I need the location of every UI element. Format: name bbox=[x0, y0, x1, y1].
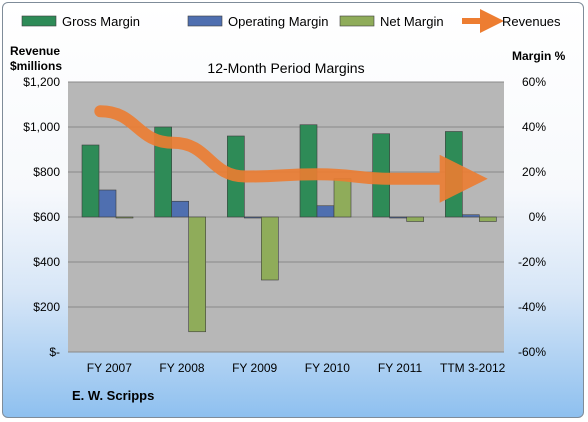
right-axis-ticks: -60% -40% -20% 0% 20% 40% 60% bbox=[518, 75, 546, 359]
bar-net-margin bbox=[479, 216, 497, 222]
category-label: FY 2007 bbox=[87, 361, 132, 375]
legend-label-net-margin: Net Margin bbox=[380, 14, 444, 29]
bar-operating-margin bbox=[244, 216, 262, 219]
bar-operating-margin bbox=[389, 216, 407, 219]
left-axis-ticks: $- $200 $400 $600 $800 $1,000 $1,200 bbox=[23, 75, 60, 359]
category-label: FY 2009 bbox=[232, 361, 277, 375]
bar-operating-margin bbox=[316, 205, 335, 218]
left-axis-title-unit: $millions bbox=[10, 59, 62, 73]
right-tick-label: -20% bbox=[518, 255, 546, 269]
legend-label-revenues: Revenues bbox=[502, 14, 561, 29]
left-tick-label: $1,000 bbox=[23, 120, 60, 134]
category-label: TTM 3-2012 bbox=[440, 361, 506, 375]
category-label: FY 2010 bbox=[305, 361, 350, 375]
revenue-line-path bbox=[94, 105, 488, 203]
chart-title: 12-Month Period Margins bbox=[207, 60, 364, 76]
legend-swatch-operating-margin bbox=[187, 15, 223, 27]
gridlines bbox=[68, 81, 504, 353]
right-axis-title: Margin % bbox=[512, 49, 566, 63]
bar-gross-margin bbox=[81, 144, 100, 218]
right-tick-label: 60% bbox=[522, 75, 546, 89]
bar-net-margin bbox=[261, 216, 279, 281]
left-tick-label: $- bbox=[49, 345, 60, 359]
category-label: FY 2008 bbox=[159, 361, 204, 375]
legend-label-gross-margin: Gross Margin bbox=[62, 14, 140, 29]
category-label: FY 2011 bbox=[378, 361, 423, 375]
bar-operating-margin bbox=[171, 200, 189, 218]
left-tick-label: $800 bbox=[33, 165, 60, 179]
bar-net-margin bbox=[188, 216, 206, 333]
bars bbox=[81, 124, 497, 333]
legend-label-operating-margin: Operating Margin bbox=[228, 14, 328, 29]
legend: Gross Margin Operating Margin Net Margin Re… bbox=[21, 9, 561, 33]
right-tick-label: -60% bbox=[518, 345, 546, 359]
bar-net-margin bbox=[333, 178, 352, 218]
bar-net-margin bbox=[115, 216, 134, 219]
right-tick-label: 40% bbox=[522, 120, 546, 134]
left-tick-label: $600 bbox=[33, 210, 60, 224]
bar-operating-margin bbox=[98, 189, 117, 218]
bar-operating-margin bbox=[462, 214, 480, 218]
left-tick-label: $400 bbox=[33, 255, 60, 269]
bar-gross-margin bbox=[154, 126, 172, 218]
revenue-line bbox=[94, 105, 488, 203]
left-tick-label: $1,200 bbox=[23, 75, 60, 89]
right-tick-label: 20% bbox=[522, 165, 546, 179]
left-axis-title: Revenue bbox=[10, 44, 60, 58]
right-tick-label: -40% bbox=[518, 300, 546, 314]
bar-net-margin bbox=[406, 216, 424, 222]
company-name: E. W. Scripps bbox=[72, 388, 154, 403]
left-tick-label: $200 bbox=[33, 300, 60, 314]
legend-swatch-net-margin bbox=[339, 15, 375, 27]
category-labels: FY 2007 FY 2008 FY 2009 FY 2010 FY 2011 TTM 3… bbox=[87, 361, 506, 375]
legend-swatch-gross-margin bbox=[21, 15, 57, 27]
right-tick-label: 0% bbox=[529, 210, 547, 224]
